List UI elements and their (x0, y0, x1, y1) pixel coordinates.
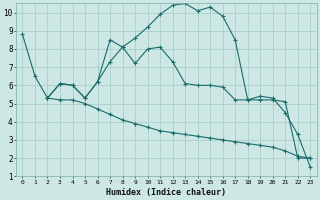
X-axis label: Humidex (Indice chaleur): Humidex (Indice chaleur) (106, 188, 226, 197)
